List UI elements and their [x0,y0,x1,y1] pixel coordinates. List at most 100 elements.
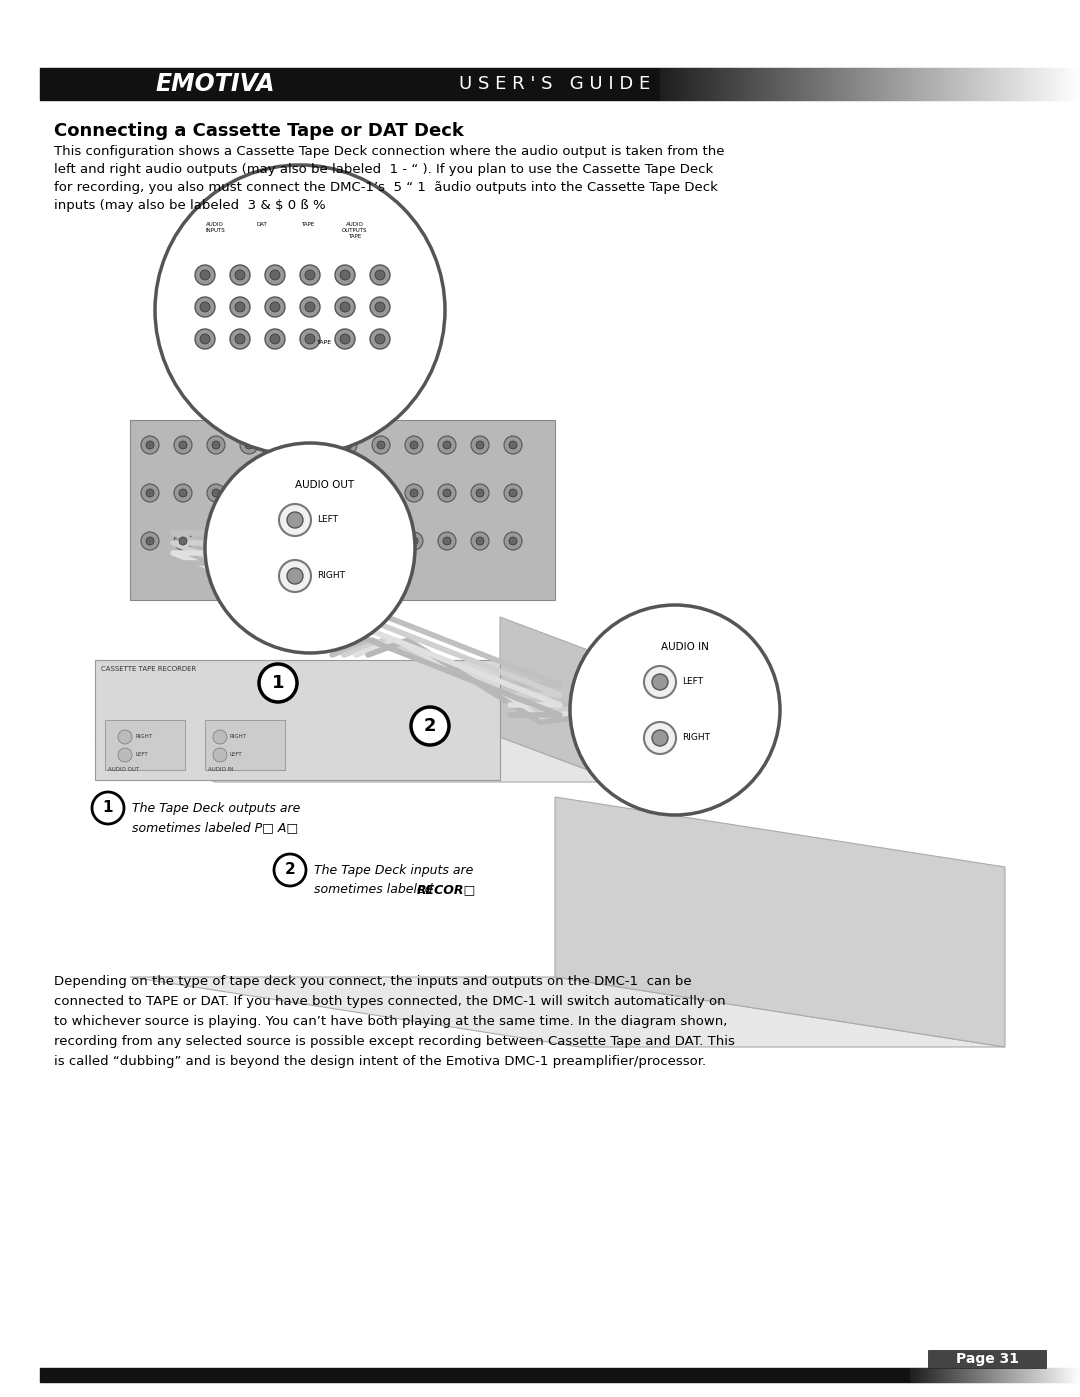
Circle shape [504,483,522,502]
Circle shape [375,334,384,344]
Circle shape [372,483,390,502]
Text: DAT: DAT [257,222,268,226]
Circle shape [370,265,390,285]
Circle shape [443,536,451,545]
Text: LEFT: LEFT [135,753,148,757]
Polygon shape [95,738,620,782]
Circle shape [377,489,384,497]
Text: RIGHT: RIGHT [230,735,247,739]
Polygon shape [555,798,1005,1046]
Text: AUDIO
INPUTS: AUDIO INPUTS [205,222,225,233]
Circle shape [339,532,357,550]
Circle shape [200,334,210,344]
Circle shape [410,441,418,448]
Circle shape [644,722,676,754]
Circle shape [278,536,286,545]
Circle shape [370,330,390,349]
Text: TAPE: TAPE [301,222,314,226]
Circle shape [270,302,280,312]
Circle shape [118,747,132,761]
Circle shape [305,270,315,279]
Circle shape [438,532,456,550]
Circle shape [146,536,154,545]
Circle shape [240,483,258,502]
Circle shape [118,731,132,745]
Circle shape [146,441,154,448]
Circle shape [174,483,192,502]
Text: RIGHT: RIGHT [681,733,710,742]
Circle shape [156,165,445,455]
Circle shape [305,334,315,344]
Circle shape [335,298,355,317]
Circle shape [278,441,286,448]
Text: connected to TAPE or DAT. If you have both types connected, the DMC-1 will switc: connected to TAPE or DAT. If you have bo… [54,995,726,1009]
Circle shape [311,489,319,497]
Circle shape [179,489,187,497]
Text: 1: 1 [272,673,284,692]
Bar [130,420,555,599]
Circle shape [410,489,418,497]
Text: LEFT: LEFT [318,515,338,524]
Text: 2: 2 [285,862,295,877]
Circle shape [245,441,253,448]
Circle shape [476,489,484,497]
Circle shape [311,441,319,448]
Text: Depending on the type of tape deck you connect, the inputs and outputs on the DM: Depending on the type of tape deck you c… [54,975,691,988]
Text: sometimes labeled: sometimes labeled [314,883,436,895]
Text: 1: 1 [103,800,113,816]
Circle shape [212,489,220,497]
Circle shape [195,330,215,349]
Text: RIGHT: RIGHT [318,571,345,581]
Text: is called “dubbing” and is beyond the design intent of the Emotiva DMC-1 preampl: is called “dubbing” and is beyond the de… [54,1055,706,1067]
Circle shape [92,792,124,824]
Circle shape [195,298,215,317]
Circle shape [476,441,484,448]
Circle shape [235,270,245,279]
Bar [40,1368,910,1382]
Text: LEFT: LEFT [230,753,243,757]
Text: The Tape Deck inputs are: The Tape Deck inputs are [314,863,473,877]
Circle shape [146,489,154,497]
Polygon shape [130,977,1005,1046]
Circle shape [300,298,320,317]
Text: recording from any selected source is possible except recording between Cassette: recording from any selected source is po… [54,1035,734,1048]
Text: U S E R ' S   G U I D E: U S E R ' S G U I D E [459,75,650,94]
Circle shape [340,270,350,279]
Circle shape [207,436,225,454]
Bar [205,719,285,770]
Circle shape [471,436,489,454]
Circle shape [235,302,245,312]
Circle shape [273,436,291,454]
Bar [105,719,185,770]
Polygon shape [500,617,620,782]
Circle shape [570,605,780,814]
Circle shape [306,483,324,502]
Circle shape [375,270,384,279]
Circle shape [240,532,258,550]
Circle shape [174,436,192,454]
Circle shape [212,536,220,545]
Circle shape [476,536,484,545]
Circle shape [504,436,522,454]
Circle shape [279,504,311,536]
Text: RECOR□: RECOR□ [417,883,476,895]
Circle shape [274,854,306,886]
Circle shape [141,483,159,502]
Circle shape [205,443,415,652]
Circle shape [652,731,669,746]
Circle shape [245,489,253,497]
Circle shape [410,536,418,545]
Circle shape [195,265,215,285]
Text: Page 31: Page 31 [956,1352,1018,1366]
Circle shape [335,265,355,285]
Circle shape [405,483,423,502]
Circle shape [370,298,390,317]
Circle shape [306,532,324,550]
Text: This configuration shows a Cassette Tape Deck connection where the audio output : This configuration shows a Cassette Tape… [54,145,725,158]
Circle shape [345,441,352,448]
Circle shape [335,330,355,349]
Text: TAPE: TAPE [318,339,333,345]
Circle shape [372,436,390,454]
Circle shape [375,302,384,312]
Circle shape [240,436,258,454]
